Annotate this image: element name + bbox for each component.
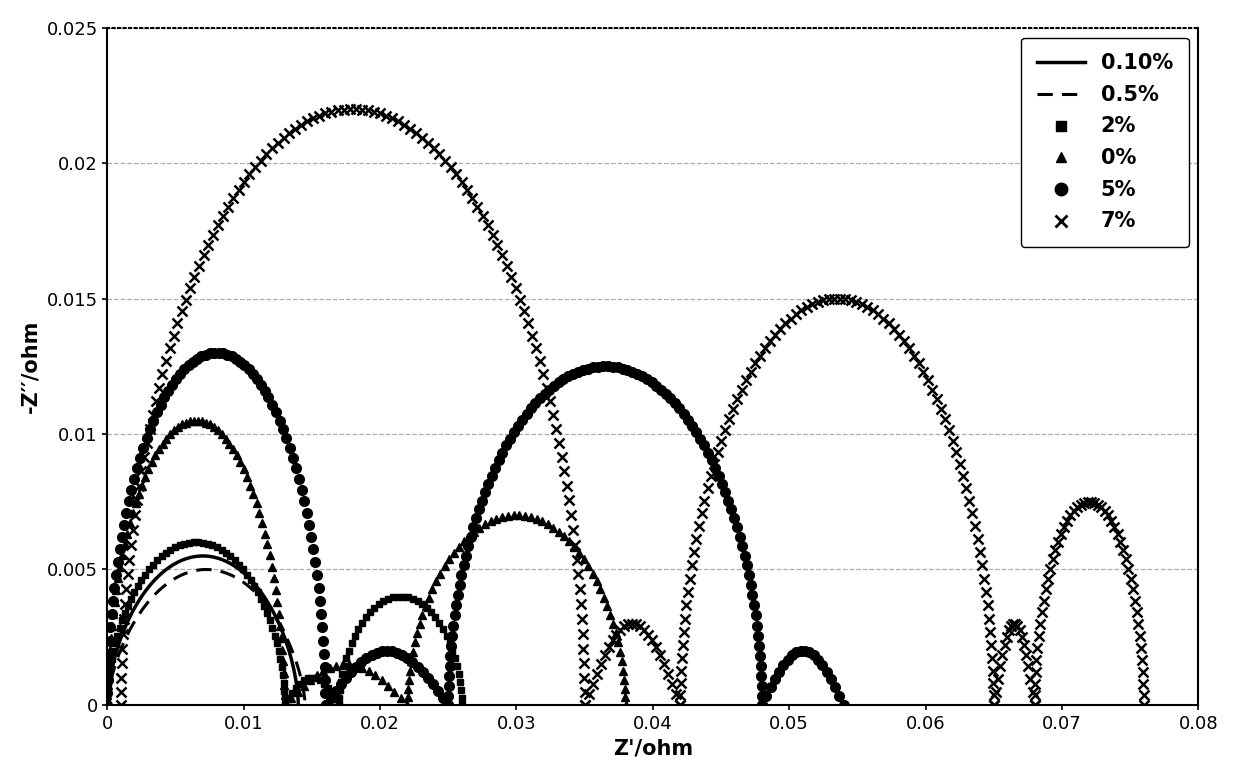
0%	[432, 569, 447, 578]
7%	[533, 357, 548, 366]
2%	[100, 700, 115, 710]
7%	[1048, 545, 1063, 555]
0.10%	[278, 635, 292, 644]
0.10%	[291, 700, 306, 710]
0%	[342, 660, 357, 669]
2%	[227, 555, 242, 565]
7%	[342, 104, 357, 114]
7%	[1124, 574, 1139, 583]
Line: 5%: 5%	[103, 348, 849, 710]
Y-axis label: -Z′′/ohm: -Z′′/ohm	[21, 319, 41, 413]
2%	[186, 538, 201, 547]
2%	[250, 587, 265, 597]
0.10%	[146, 576, 161, 586]
Line: 0%: 0%	[103, 417, 629, 709]
0.5%	[221, 569, 235, 579]
5%	[711, 471, 726, 480]
0.10%	[195, 552, 209, 561]
X-axis label: Z'/ohm: Z'/ohm	[613, 738, 693, 758]
Line: 0.5%: 0.5%	[108, 569, 305, 705]
5%	[242, 365, 256, 374]
5%	[100, 700, 115, 710]
7%	[902, 344, 917, 353]
0.10%	[204, 552, 219, 562]
0%	[278, 700, 292, 710]
7%	[674, 666, 689, 675]
0.5%	[256, 597, 271, 606]
7%	[1136, 700, 1151, 710]
5%	[836, 700, 851, 710]
0%	[187, 416, 202, 425]
0.5%	[167, 574, 182, 583]
Legend: 0.10%, 0.5%, 2%, 0%, 5%, 7%: 0.10%, 0.5%, 2%, 0%, 5%, 7%	[1021, 37, 1188, 247]
7%	[577, 700, 592, 710]
0.5%	[198, 565, 213, 574]
0%	[247, 489, 261, 499]
Line: 2%: 2%	[104, 539, 466, 708]
5%	[717, 488, 732, 497]
7%	[114, 700, 129, 710]
0%	[100, 700, 115, 710]
0.10%	[252, 584, 266, 594]
0.5%	[149, 589, 164, 598]
5%	[207, 348, 222, 358]
5%	[297, 496, 312, 506]
2%	[320, 683, 335, 693]
Line: 0.10%: 0.10%	[108, 556, 299, 705]
0.5%	[208, 566, 223, 575]
5%	[737, 551, 752, 560]
0.5%	[297, 700, 312, 710]
2%	[278, 700, 292, 710]
0%	[270, 597, 285, 606]
2%	[172, 541, 187, 550]
0%	[540, 520, 555, 529]
5%	[318, 700, 333, 710]
7%	[1131, 619, 1146, 629]
2%	[427, 613, 442, 622]
0%	[380, 681, 395, 690]
5%	[615, 364, 629, 373]
0.10%	[165, 561, 180, 570]
0.5%	[284, 645, 299, 654]
0%	[618, 700, 633, 710]
Line: 7%: 7%	[116, 104, 1149, 710]
2%	[455, 700, 470, 710]
0.5%	[100, 700, 115, 710]
0.10%	[217, 555, 232, 565]
2%	[126, 587, 141, 597]
0.10%	[100, 700, 115, 710]
